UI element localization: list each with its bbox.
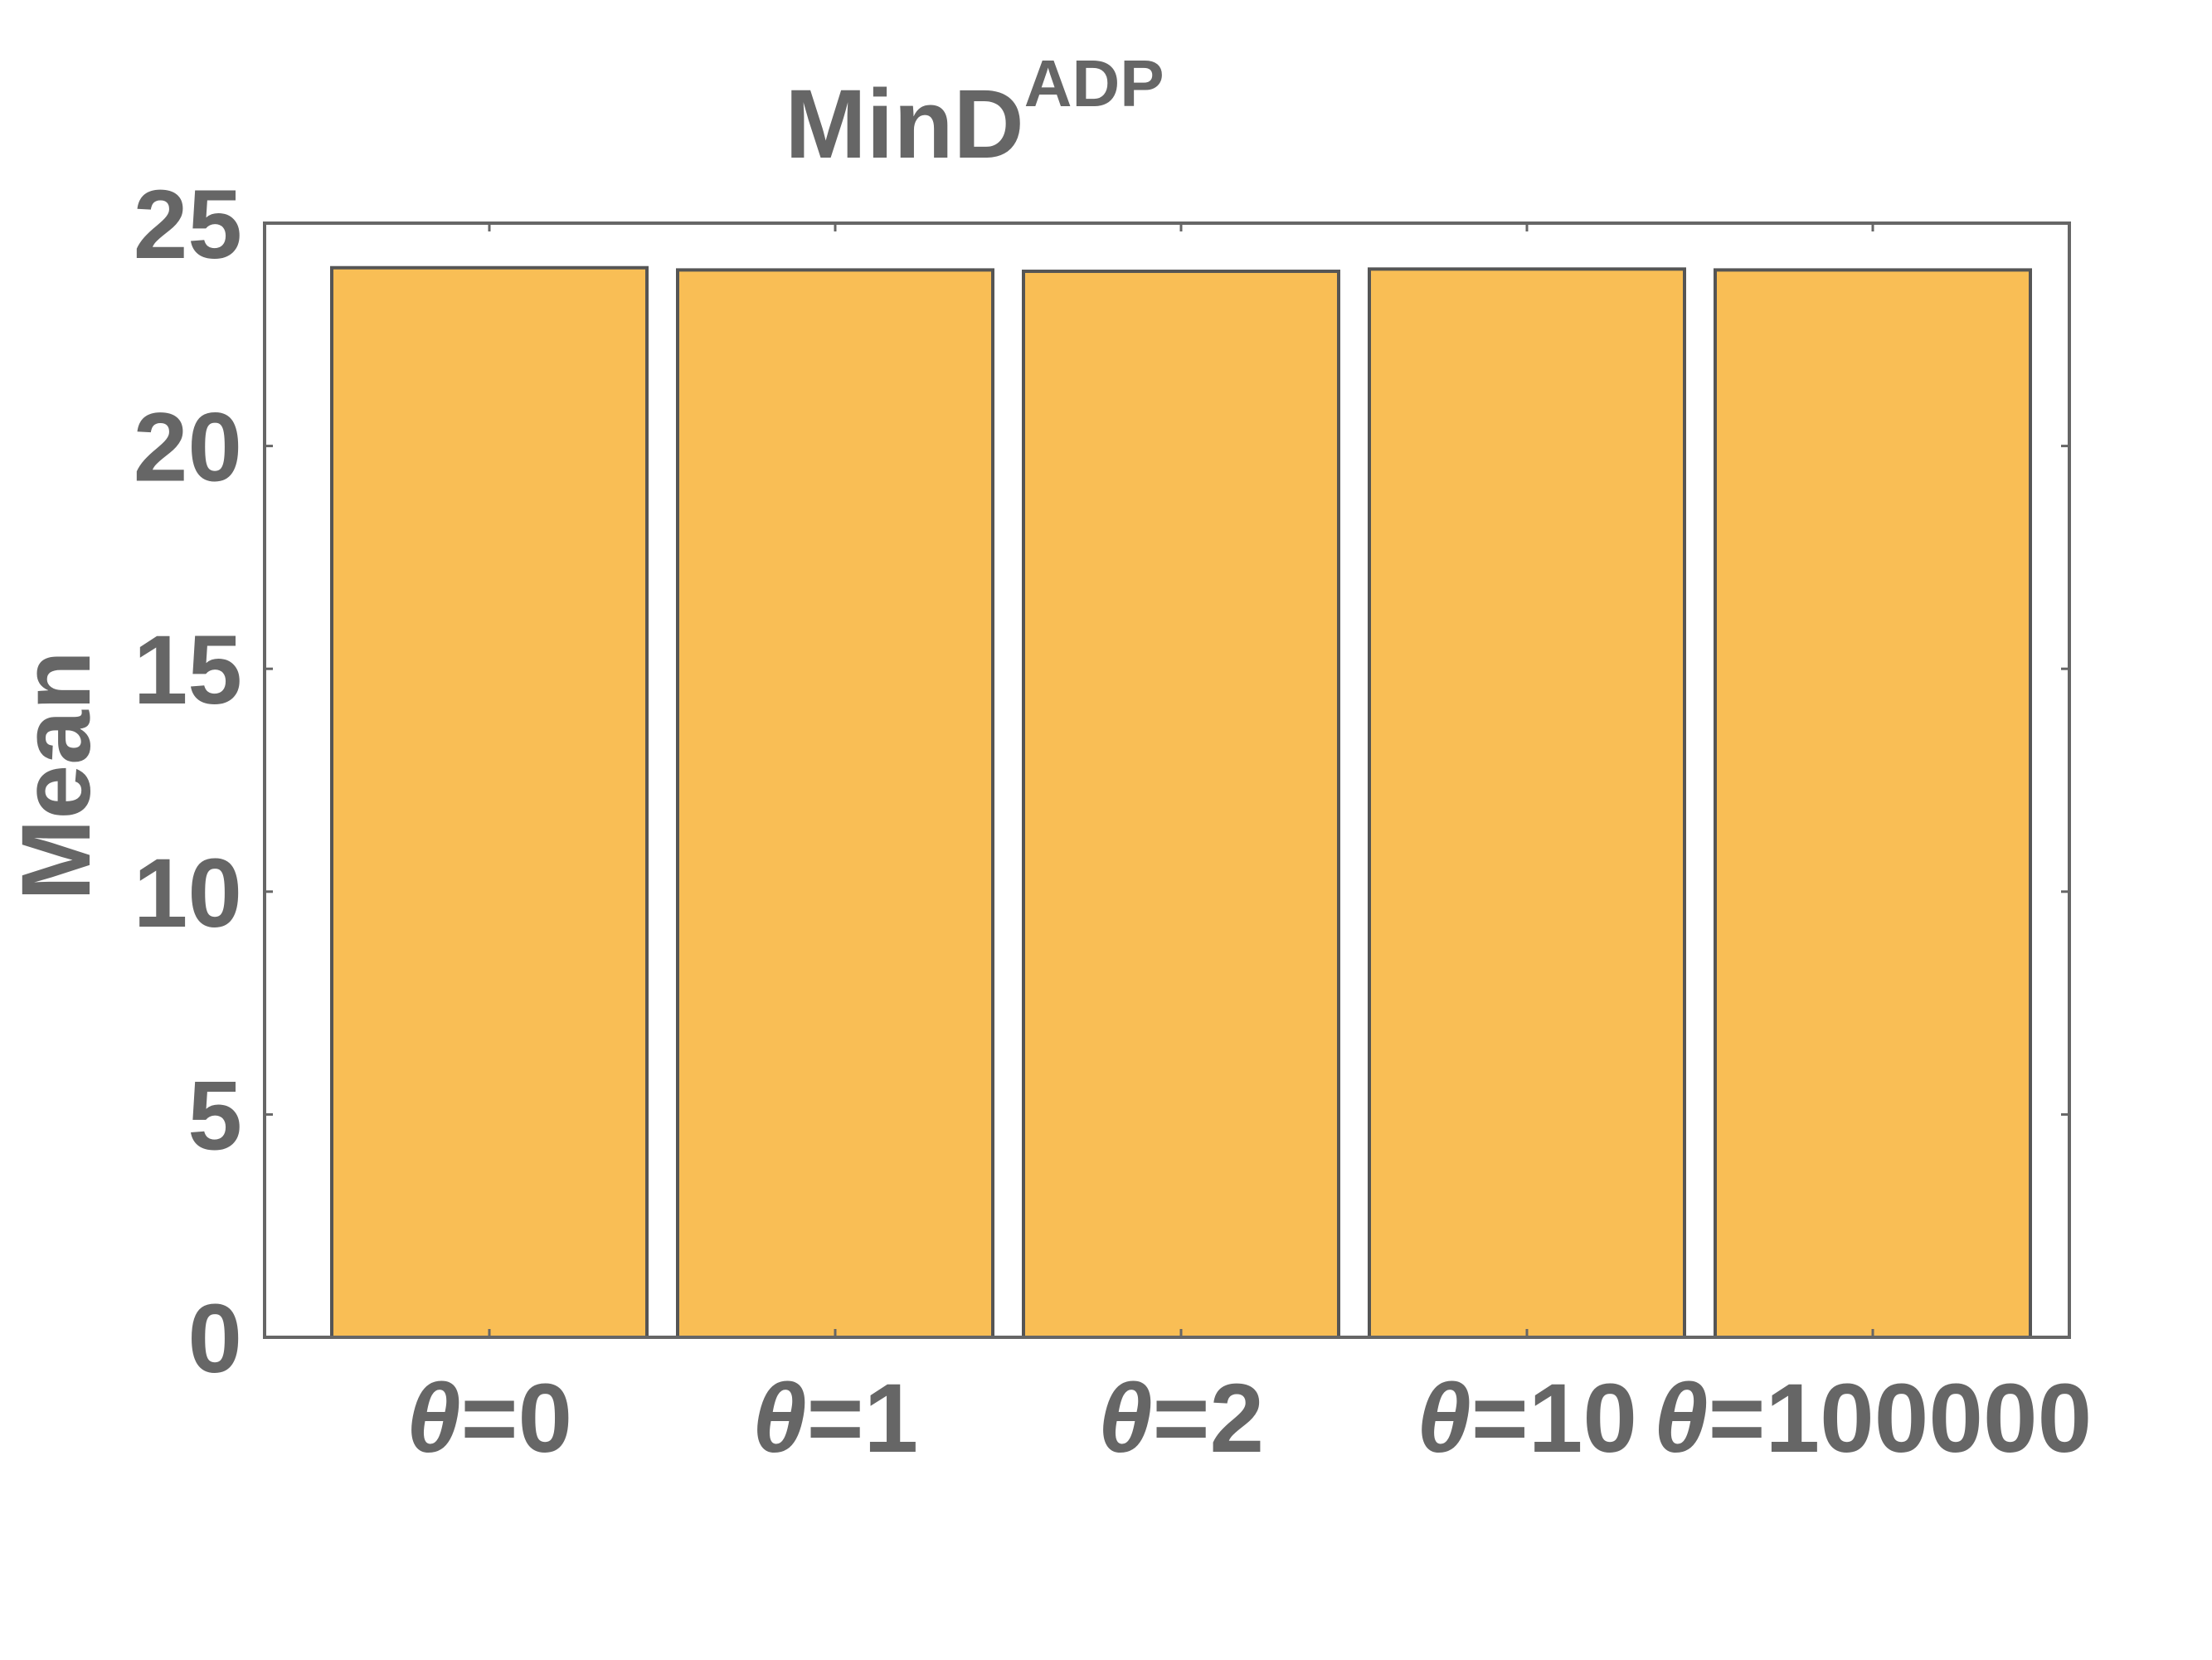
x-tick-label-symbol-2: θ [1098,1364,1153,1473]
x-tick-labels: θ=0 θ=1 θ=2 θ=10 θ=100000 [406,1364,2092,1473]
x-tick-label-symbol-1: θ [752,1364,807,1473]
bar-4 [1714,268,2032,1339]
bar-2 [1022,270,1340,1340]
chart-title: MinDADP [785,46,1164,179]
bars-group [330,265,2032,1340]
chart-title-superscript: ADP [1024,46,1164,120]
plot-frame [263,221,2071,1339]
bar-1 [676,268,994,1339]
chart-title-main: MinD [785,70,1023,179]
y-tick-label-3: 15 [134,616,242,725]
x-tick-label-value-0: =0 [461,1364,573,1473]
y-tick-label-2: 10 [134,839,242,948]
x-tick-label-2: θ=2 [1098,1364,1264,1473]
x-tick-label-symbol-4: θ [1654,1364,1709,1473]
y-tick-label-1: 5 [187,1061,242,1171]
x-tick-label-symbol-0: θ [406,1364,461,1473]
x-tick-label-value-2: =2 [1153,1364,1265,1473]
bar-0 [330,265,649,1340]
x-tick-label-value-3: =10 [1471,1364,1637,1473]
x-tick-label-3: θ=10 [1417,1364,1637,1473]
y-tick-label-5: 25 [134,170,242,280]
bar-3 [1368,267,1686,1340]
y-axis-label: Mean [2,650,111,901]
x-tick-label-1: θ=1 [752,1364,918,1473]
x-tick-label-value-1: =1 [807,1364,919,1473]
y-tick-label-0: 0 [187,1284,242,1394]
y-tick-labels: 0 5 10 15 20 25 [134,170,242,1394]
x-tick-label-4: θ=100000 [1654,1364,2092,1473]
y-tick-label-4: 20 [134,393,242,503]
x-tick-label-value-4: =100000 [1709,1364,2093,1473]
x-tick-label-0: θ=0 [406,1364,572,1473]
x-tick-label-symbol-3: θ [1417,1364,1471,1473]
